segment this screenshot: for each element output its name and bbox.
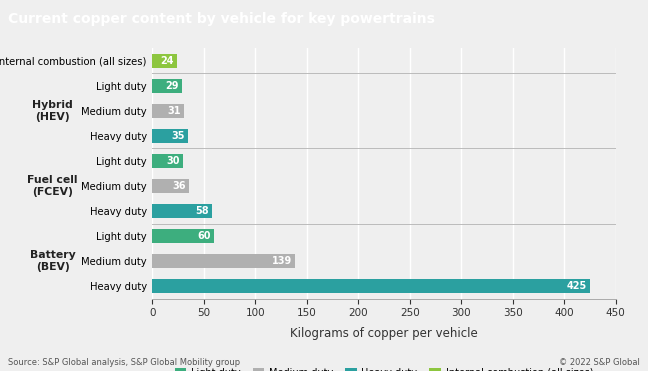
- Text: 29: 29: [165, 81, 179, 91]
- Text: Current copper content by vehicle for key powertrains: Current copper content by vehicle for ke…: [8, 13, 435, 26]
- Bar: [152, 154, 183, 168]
- Text: Fuel cell
(FCEV): Fuel cell (FCEV): [27, 175, 78, 197]
- Bar: [152, 254, 295, 268]
- Text: 36: 36: [173, 181, 186, 191]
- Text: Battery
(BEV): Battery (BEV): [30, 250, 76, 272]
- Bar: [152, 179, 189, 193]
- Text: © 2022 S&P Global: © 2022 S&P Global: [559, 358, 640, 367]
- Text: 30: 30: [167, 156, 180, 166]
- Bar: [152, 54, 177, 68]
- Text: 24: 24: [161, 56, 174, 66]
- Bar: [152, 104, 184, 118]
- Bar: [152, 229, 214, 243]
- Text: Hybrid
(HEV): Hybrid (HEV): [32, 100, 73, 122]
- Bar: [152, 79, 182, 93]
- Text: 31: 31: [168, 106, 181, 116]
- Text: 425: 425: [566, 281, 587, 291]
- Legend: Light duty, Medium duty, Heavy duty, Internal combustion (all sizes): Light duty, Medium duty, Heavy duty, Int…: [171, 364, 597, 371]
- Text: 35: 35: [172, 131, 185, 141]
- X-axis label: Kilograms of copper per vehicle: Kilograms of copper per vehicle: [290, 327, 478, 340]
- Bar: [152, 204, 212, 218]
- Text: 58: 58: [195, 206, 209, 216]
- Bar: [152, 129, 189, 143]
- Text: Source: S&P Global analysis, S&P Global Mobility group: Source: S&P Global analysis, S&P Global …: [8, 358, 240, 367]
- Bar: [152, 279, 590, 293]
- Text: 139: 139: [272, 256, 292, 266]
- Text: 60: 60: [198, 231, 211, 241]
